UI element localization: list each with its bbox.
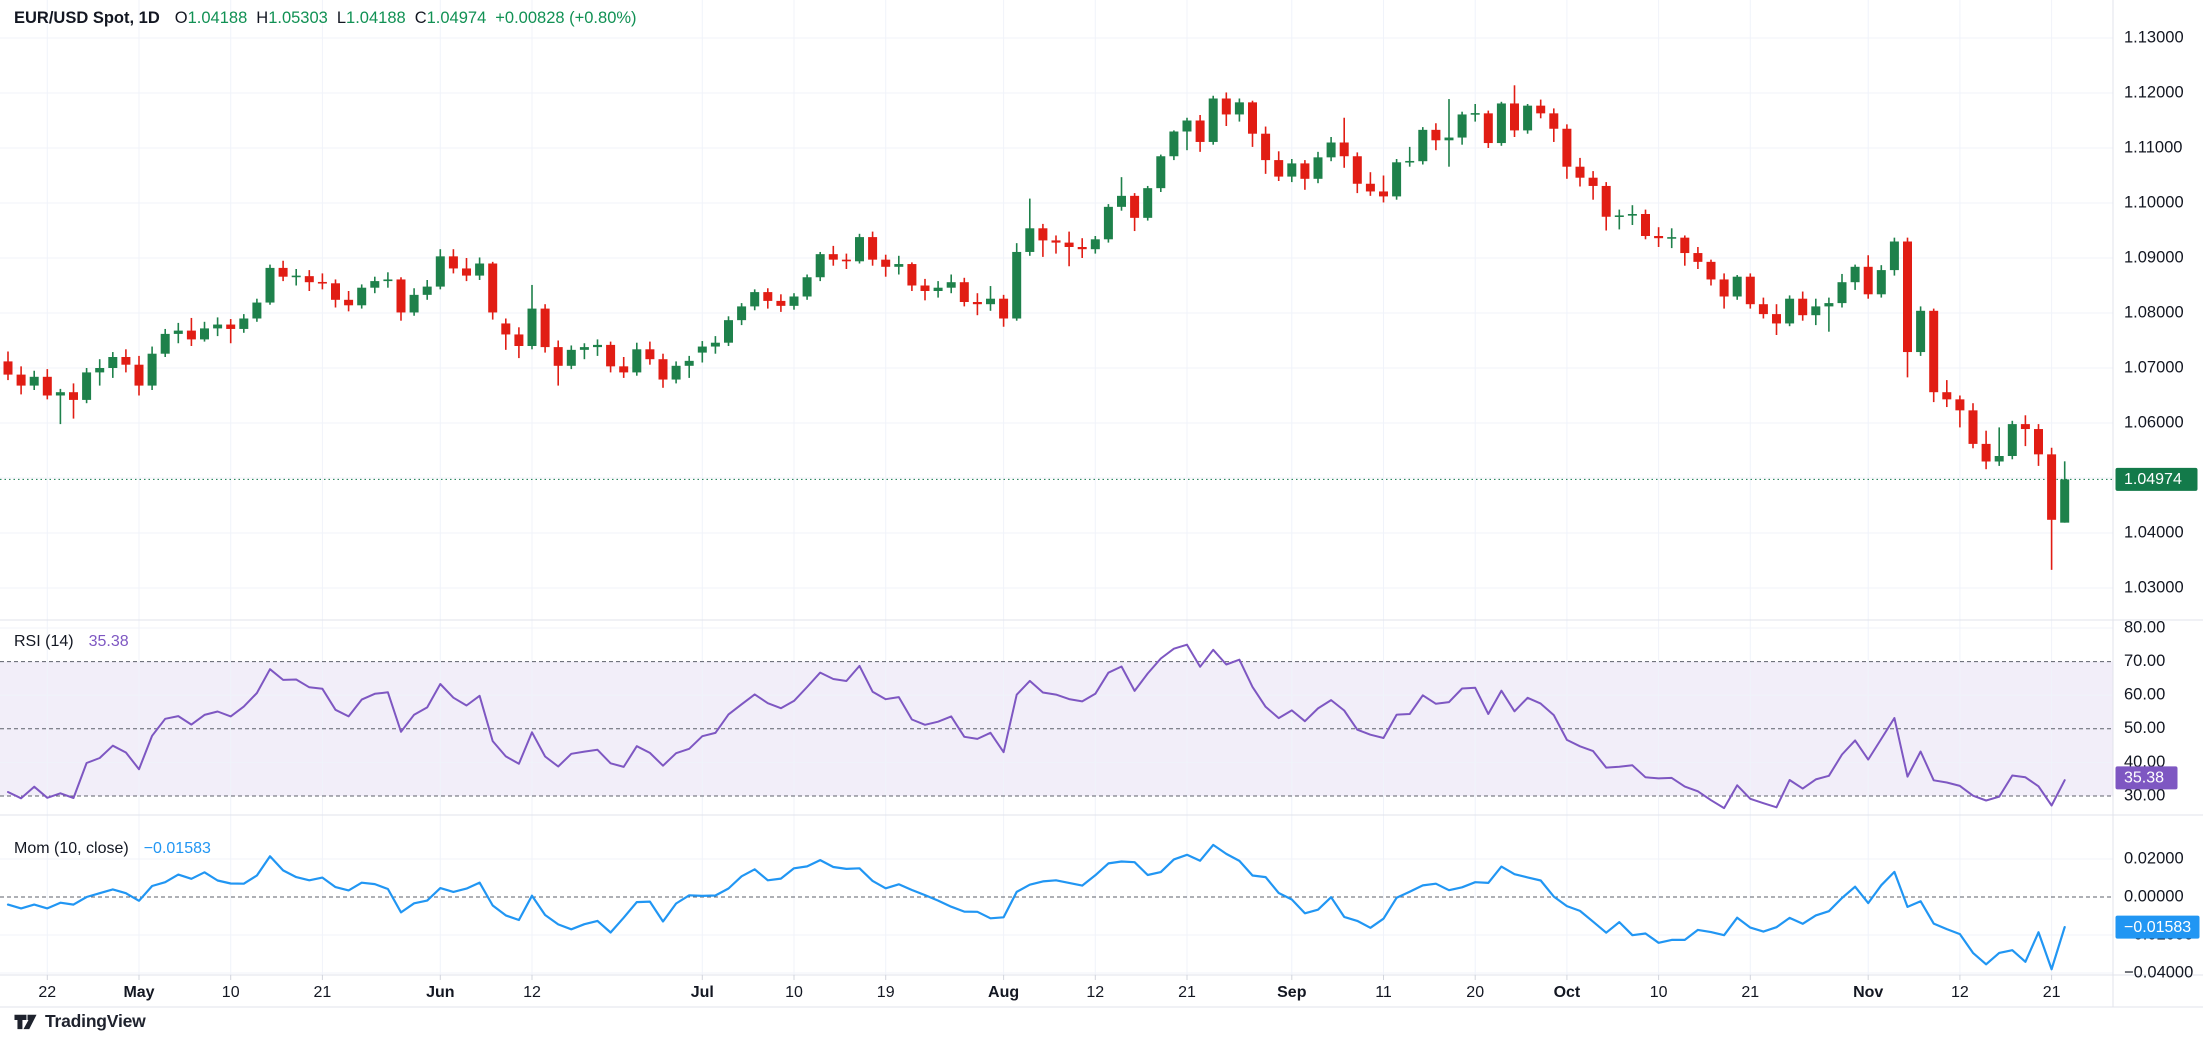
rsi-line[interactable] [7,643,2066,810]
svg-text:30.00: 30.00 [2124,786,2165,804]
svg-text:Oct: Oct [1554,984,1581,1001]
svg-text:Jun: Jun [426,984,454,1001]
svg-text:10: 10 [785,984,803,1001]
svg-text:10: 10 [222,984,240,1001]
svg-text:Nov: Nov [1853,984,1883,1001]
rsi-label: RSI (14) [14,633,74,650]
tradingview-logo-text: TradingView [45,1011,146,1031]
candles-layer[interactable] [3,85,2070,570]
mom-value: −0.01583 [143,840,211,857]
svg-text:12: 12 [1951,984,1969,1001]
svg-text:Jul: Jul [691,984,714,1001]
svg-text:20: 20 [1466,984,1484,1001]
rsi-value-label[interactable]: 35.38 [2115,766,2178,790]
rsi-pane-legend[interactable]: RSI (14) 35.38 [14,633,129,651]
pane-separators[interactable] [0,0,2203,1008]
tradingview-logo[interactable]: TradingView [13,1010,146,1033]
svg-text:12: 12 [1086,984,1104,1001]
indicator-levels[interactable] [0,661,2113,898]
svg-text:−0.04000: −0.04000 [2124,963,2193,981]
svg-text:21: 21 [1741,984,1759,1001]
svg-text:−0.01583: −0.01583 [2124,919,2191,936]
symbol-title[interactable]: EUR/USD Spot, 1D [14,9,160,27]
svg-text:0.02000: 0.02000 [2124,849,2184,867]
svg-text:1.10000: 1.10000 [2124,193,2184,211]
svg-text:35.38: 35.38 [2124,770,2164,787]
svg-text:70.00: 70.00 [2124,652,2165,670]
rsi-value: 35.38 [88,633,129,650]
svg-text:12: 12 [523,984,541,1001]
svg-text:21: 21 [1178,984,1196,1001]
change-value: +0.00828 (+0.80%) [495,9,637,27]
mom-pane-legend[interactable]: Mom (10, close) −0.01583 [14,840,211,858]
svg-text:21: 21 [2043,984,2061,1001]
svg-text:1.11000: 1.11000 [2124,138,2182,156]
svg-text:1.04974: 1.04974 [2124,471,2182,488]
svg-text:1.04000: 1.04000 [2124,523,2184,541]
svg-text:19: 19 [877,984,895,1001]
svg-text:1.08000: 1.08000 [2124,303,2184,321]
mom-line[interactable] [6,843,2066,971]
ohlc-close: C 1.04974 [414,9,487,27]
svg-text:1.06000: 1.06000 [2124,413,2184,431]
svg-text:1.12000: 1.12000 [2124,83,2184,101]
tradingview-logo-icon [14,1014,37,1030]
gridlines[interactable] [0,0,2113,975]
svg-text:40.00: 40.00 [2124,753,2165,771]
price-axis[interactable]: 1.13000 1.12000 1.11000 1.10000 1.09000 1.080… [2124,28,2184,596]
ohlc-open: O 1.04188 [174,9,248,27]
svg-text:1.13000: 1.13000 [2124,28,2184,46]
svg-text:1.03000: 1.03000 [2124,578,2184,596]
mom-value-label[interactable]: −0.01583 [2115,915,2200,939]
svg-text:Aug: Aug [988,984,1019,1001]
ohlc-high: H 1.05303 [256,9,328,27]
svg-text:10: 10 [1650,984,1668,1001]
svg-text:60.00: 60.00 [2124,686,2165,704]
rsi-axis[interactable]: 80.00 70.00 60.00 50.00 40.00 30.00 [2124,618,2165,804]
svg-text:11: 11 [1375,984,1392,1001]
svg-text:Sep: Sep [1277,984,1307,1001]
svg-text:0.00000: 0.00000 [2124,887,2184,905]
svg-text:21: 21 [314,984,332,1001]
svg-text:1.07000: 1.07000 [2124,358,2184,376]
svg-text:May: May [123,984,154,1001]
svg-text:1.09000: 1.09000 [2124,248,2184,266]
symbol-legend[interactable]: EUR/USD Spot, 1D O 1.04188 H 1.05303 L 1.04… [14,9,637,28]
svg-text:80.00: 80.00 [2124,618,2165,636]
mom-label: Mom (10, close) [14,840,129,857]
ohlc-low: L 1.04188 [336,9,406,27]
svg-text:50.00: 50.00 [2124,719,2165,737]
svg-text:22: 22 [38,984,56,1001]
last-price-label[interactable]: 1.04974 [2115,467,2198,491]
time-axis[interactable]: 22 May 10 21 Jun 12 Jul 10 19 Aug 12 21 Sep 11 20 Oct 10… [38,975,2061,1001]
